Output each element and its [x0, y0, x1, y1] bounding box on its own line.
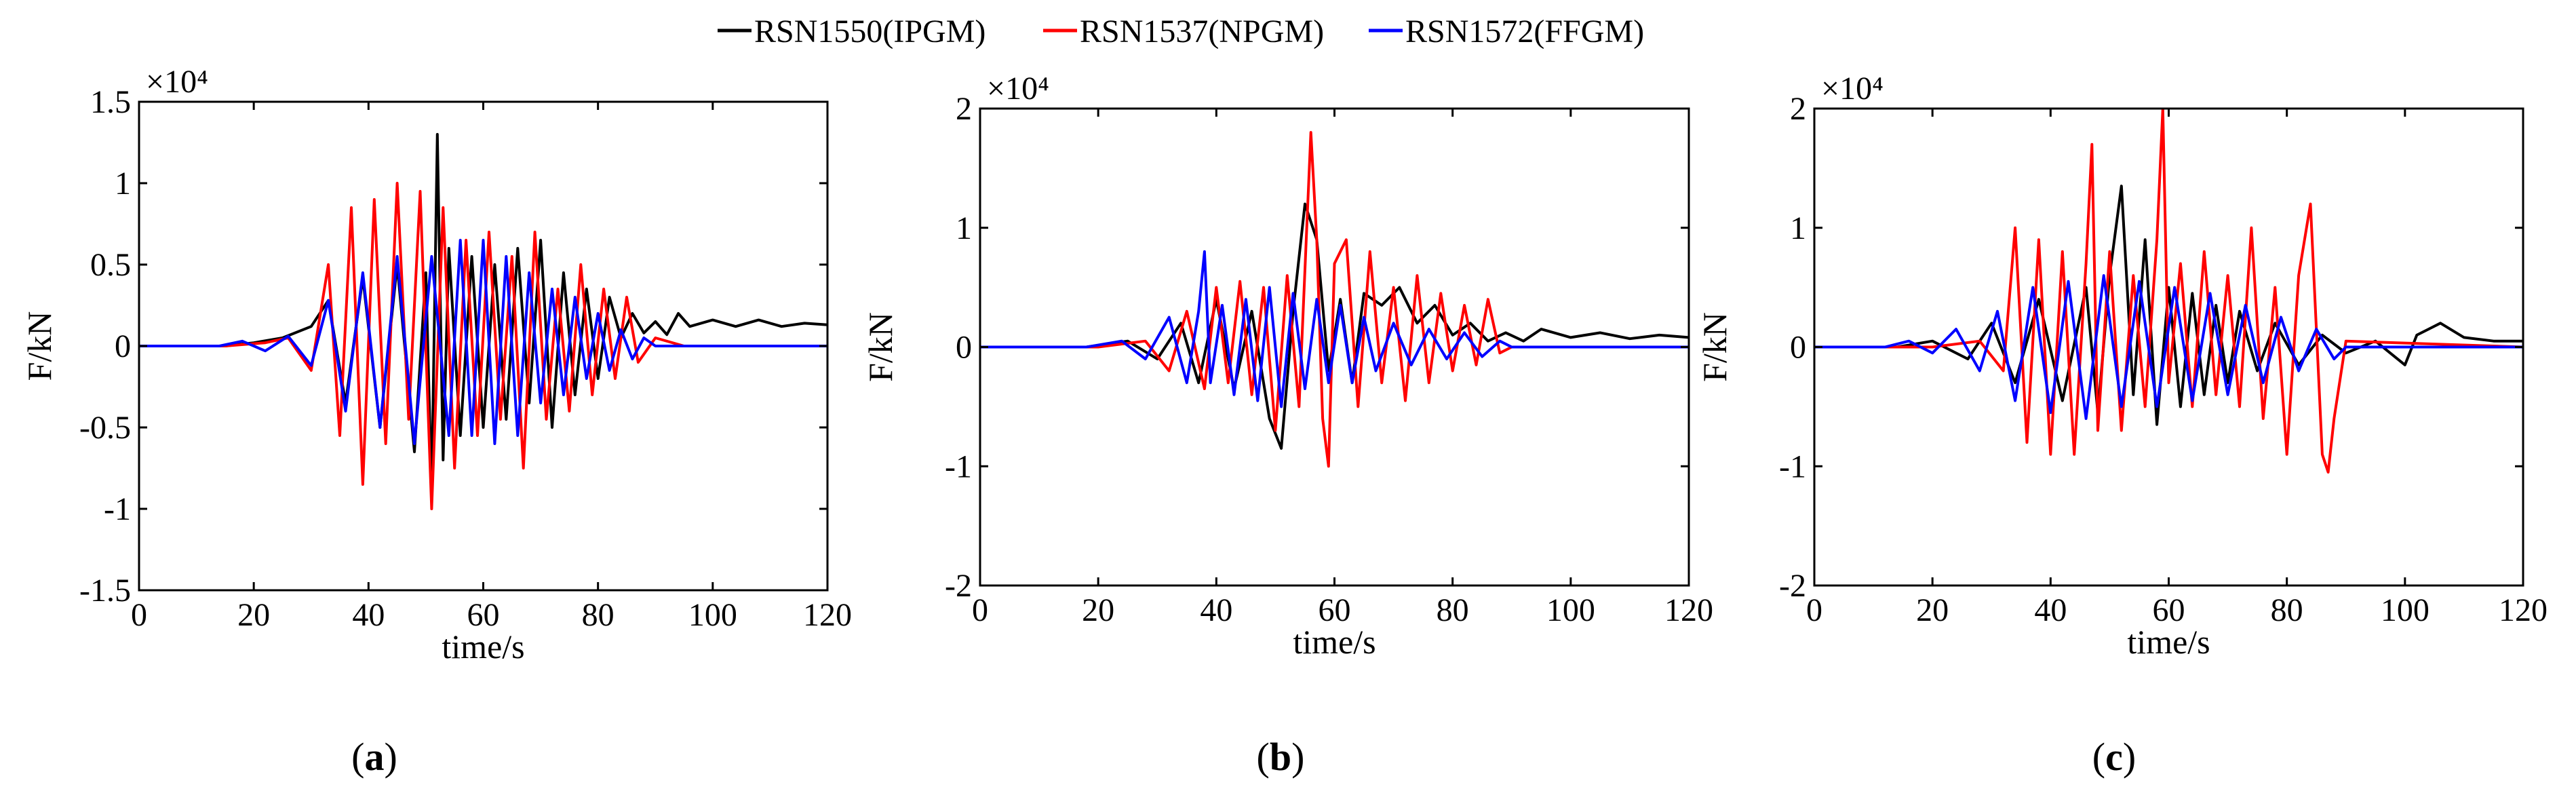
x-tick-label: 80	[2271, 592, 2303, 628]
y-axis-label: F/kN	[20, 311, 58, 381]
panel-label-letter: a	[365, 735, 385, 779]
x-tick-label: 80	[582, 597, 614, 633]
y-tick-label: -1	[1779, 448, 1806, 484]
x-tick-label: 120	[803, 597, 852, 633]
x-tick-label: 40	[1200, 592, 1232, 628]
x-tick-label: 60	[1319, 592, 1351, 628]
panel-label-close: )	[385, 735, 397, 779]
panel-label-open: (	[351, 735, 364, 779]
exponent-label: ×10⁴	[1821, 71, 1884, 107]
panel-label: (a)	[351, 735, 397, 779]
y-tick-label: 2	[956, 91, 972, 127]
panel-label: (b)	[1257, 735, 1305, 779]
y-tick-label: -1.5	[79, 573, 131, 609]
series-line-rsn1537-npgm-	[139, 182, 827, 510]
x-tick-label: 0	[972, 592, 988, 628]
series-line-rsn1572-ffgm-	[139, 239, 827, 445]
x-tick-label: 80	[1437, 592, 1469, 628]
panel-label-letter: b	[1270, 735, 1291, 779]
panel-label-close: )	[2123, 735, 2136, 779]
exponent-label: ×10⁴	[146, 64, 208, 100]
y-tick-label: -2	[1779, 568, 1806, 604]
series-line-rsn1537-npgm-	[1814, 109, 2523, 474]
x-tick-label: 0	[131, 597, 147, 633]
y-axis-label: F/kN	[1696, 312, 1734, 382]
x-tick-label: 40	[352, 597, 385, 633]
x-tick-label: 120	[1664, 592, 1713, 628]
legend: RSN1550(IPGM) RSN1537(NPGM) RSN1572(FFGM…	[718, 14, 1644, 50]
x-tick-label: 20	[1082, 592, 1114, 628]
y-tick-label: 2	[1790, 91, 1806, 127]
legend-label-ipgm: RSN1550(IPGM)	[754, 14, 985, 50]
x-axis-label: time/s	[1293, 623, 1375, 661]
x-tick-label: 120	[2499, 592, 2548, 628]
panel-c: 0 20 40 60 80 100 120 -2 -1 0 1 2 ×10⁴ time/s F/kN (c)	[1696, 71, 2548, 779]
legend-entry-ffgm: RSN1572(FFGM)	[1369, 14, 1644, 50]
y-tick-label: 0.5	[90, 247, 131, 283]
legend-entry-ipgm: RSN1550(IPGM)	[718, 14, 985, 50]
x-tick-label: 20	[1916, 592, 1949, 628]
x-tick-label: 40	[2034, 592, 2067, 628]
panel-label-letter: c	[2105, 735, 2123, 779]
panel-label-open: (	[2092, 735, 2105, 779]
y-tick-label: 1	[956, 210, 972, 246]
series-group	[1814, 109, 2523, 474]
legend-entry-npgm: RSN1537(NPGM)	[1043, 14, 1324, 50]
panel-a: 0 20 40 60 80 100 120 -1.5 -1 -0.5 0 0.5 1 1.5 ×10⁴ tim…	[20, 64, 852, 779]
y-tick-label: 0	[956, 330, 972, 366]
x-tick-label: 100	[2381, 592, 2429, 628]
series-line-rsn1572-ffgm-	[1814, 274, 2523, 420]
series-group	[139, 133, 827, 510]
y-axis-label: F/kN	[861, 312, 899, 382]
panel-label: (c)	[2092, 735, 2136, 779]
x-tick-label: 100	[1546, 592, 1595, 628]
panel-label-close: )	[1291, 735, 1304, 779]
series-line-rsn1550-ipgm-	[1814, 185, 2523, 426]
y-tick-label: 0	[115, 328, 131, 364]
y-tick-label: 1	[1790, 210, 1806, 246]
x-tick-label: 100	[688, 597, 737, 633]
series-line-rsn1572-ffgm-	[980, 250, 1689, 408]
series-line-rsn1550-ipgm-	[980, 202, 1689, 450]
legend-label-ffgm: RSN1572(FFGM)	[1405, 14, 1644, 50]
panel-label-open: (	[1257, 735, 1270, 779]
series-group	[980, 131, 1689, 468]
y-tick-label: 1	[115, 166, 131, 201]
panel-b: 0 20 40 60 80 100 120 -2 -1 0 1 2 ×10⁴ time/s F/kN (b)	[861, 71, 1713, 779]
x-axis-label: time/s	[2127, 623, 2210, 661]
x-tick-label: 60	[467, 597, 500, 633]
y-tick-label: -1	[104, 491, 131, 527]
legend-label-npgm: RSN1537(NPGM)	[1080, 14, 1324, 50]
y-tick-label: 1.5	[90, 84, 131, 120]
x-tick-label: 0	[1806, 592, 1822, 628]
x-tick-label: 20	[237, 597, 270, 633]
x-tick-label: 60	[2153, 592, 2185, 628]
y-tick-label: -2	[945, 568, 972, 604]
y-tick-label: 0	[1790, 330, 1806, 366]
x-axis-label: time/s	[442, 628, 524, 666]
y-tick-label: -1	[945, 448, 972, 484]
series-line-rsn1537-npgm-	[980, 131, 1689, 468]
exponent-label: ×10⁴	[987, 71, 1049, 107]
y-tick-label: -0.5	[79, 410, 131, 446]
